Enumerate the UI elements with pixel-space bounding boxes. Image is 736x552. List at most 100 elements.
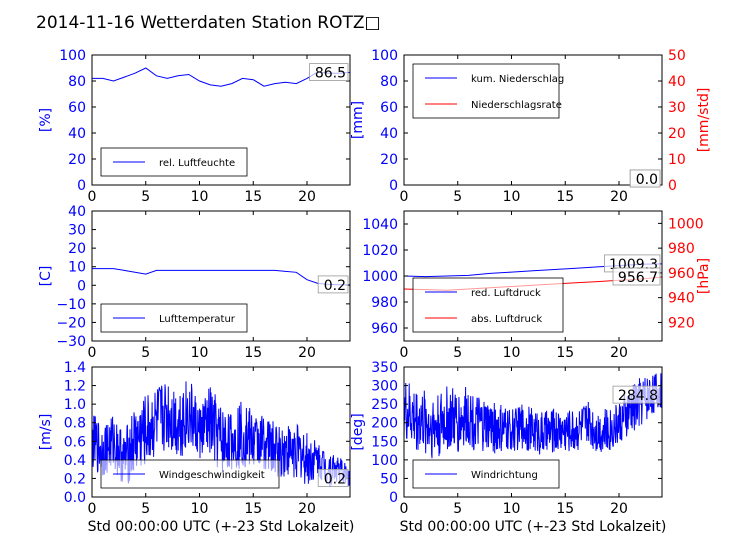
y-tick-label: 1020 [362,243,398,259]
x-tick-label: 20 [610,501,628,517]
y-tick-label: 300 [371,379,398,395]
x-tick-label: 10 [191,345,209,361]
y-tick-label: 10 [68,260,86,276]
y-right-tick-label: 980 [668,241,695,257]
series-line [404,373,662,459]
y-tick-label: 1.4 [64,360,86,376]
y-tick-label: 250 [371,397,398,413]
x-tick-label: 15 [556,189,574,205]
legend-entry: Windgeschwindigkeit [159,470,265,481]
y-tick-label: 0 [77,278,86,294]
y-tick-label: 40 [68,204,86,220]
x-tick-label: 5 [141,501,150,517]
legend: rel. Luftfeuchte [100,147,248,177]
legend: kum. Niederschlag Niederschlagsrate [412,63,564,119]
y-tick-label: 0.6 [64,434,86,450]
legend-entry: Lufttemperatur [159,314,236,325]
x-tick-label: 15 [244,501,262,517]
y-tick-label: 40 [68,126,86,142]
y-tick-label: 0.0 [64,490,86,506]
x-axis-label: Std 00:00:00 UTC (+-23 Std Lokalzeit) [88,519,355,535]
x-tick-label: 20 [298,345,316,361]
x-tick-label: 5 [141,189,150,205]
series-line [92,67,350,87]
y-tick-label: 0.4 [64,453,86,469]
x-tick-label: 15 [244,189,262,205]
y-right-tick-label: 960 [668,266,695,282]
y-tick-label: 1000 [362,269,398,285]
x-tick-label: 15 [556,345,574,361]
y-axis-label: [mm] [350,101,366,139]
y-tick-label: −20 [56,315,86,331]
svg-text:86.5: 86.5 [315,66,346,82]
y-tick-label: 100 [371,48,398,64]
x-tick-label: 15 [244,345,262,361]
axes-frame [91,366,351,498]
y-tick-label: −10 [56,297,86,313]
y-tick-label: 1040 [362,217,398,233]
y-tick-label: 0.2 [64,471,86,487]
legend: Windgeschwindigkeit [100,459,280,489]
series-line [92,268,350,286]
y-right-tick-label: 50 [668,48,686,64]
y-tick-label: 0 [389,178,398,194]
value-annotation: 956.7 [612,267,661,286]
value-annotation: 0.0 [629,169,661,188]
legend-entry: Niederschlagsrate [471,100,562,111]
y-right-tick-label: 0 [668,178,677,194]
y-right-tick-label: 30 [668,100,686,116]
legend-entry: Windrichtung [471,470,538,481]
y-tick-label: 1.0 [64,397,86,413]
x-axis-label: Std 00:00:00 UTC (+-23 Std Lokalzeit) [400,519,667,535]
y-tick-label: 100 [371,453,398,469]
figure-title: 2014-11-16 Wetterdaten Station ROTZ□ [36,13,381,33]
x-tick-label: 20 [298,189,316,205]
x-tick-label: 0 [88,501,97,517]
x-tick-label: 10 [191,501,209,517]
x-tick-label: 0 [400,345,409,361]
y-tick-label: 100 [59,48,86,64]
y-right-tick-label: 10 [668,152,686,168]
chart-pressure: 0 5 10 15 20 960 980 1000 1020 1040 920 940 960 980 10… [362,210,712,361]
legend: Windrichtung [412,459,560,489]
svg-text:0.2: 0.2 [324,471,346,487]
svg-text:956.7: 956.7 [618,270,658,286]
legend: red. Luftdruck abs. Luftdruck [412,277,564,333]
axes-frame [91,210,351,342]
chart-precip: 0 5 10 15 20 0 20 40 60 80 100 0 10 20 30 40 50 [mm] [mm/s… [350,48,712,205]
y-right-tick-label: 920 [668,315,695,331]
series-line [92,381,350,487]
svg-text:0.2: 0.2 [324,278,346,294]
svg-text:0.0: 0.0 [636,172,658,188]
x-tick-label: 15 [556,501,574,517]
legend-entry: kum. Niederschlag [471,74,564,85]
axes-frame [403,366,663,498]
x-tick-label: 20 [610,189,628,205]
x-tick-label: 0 [400,501,409,517]
y-tick-label: 980 [371,295,398,311]
x-tick-label: 0 [400,189,409,205]
y-tick-label: 80 [380,74,398,90]
value-annotation: 284.8 [612,385,661,404]
y-tick-label: 150 [371,434,398,450]
x-tick-label: 5 [453,345,462,361]
x-tick-label: 5 [453,501,462,517]
x-tick-label: 5 [141,345,150,361]
y-tick-label: 50 [380,471,398,487]
value-annotation: 0.2 [317,469,349,487]
y-right-axis-label: [mm/std] [696,88,712,153]
x-tick-label: 10 [191,189,209,205]
x-tick-label: 20 [610,345,628,361]
x-tick-label: 10 [503,501,521,517]
y-tick-label: 60 [380,100,398,116]
y-axis-label: [deg] [350,413,366,450]
y-tick-label: 20 [68,152,86,168]
x-tick-label: 0 [88,189,97,205]
y-tick-label: 0 [389,490,398,506]
y-right-tick-label: 1000 [668,216,704,232]
y-tick-label: 40 [380,126,398,142]
x-tick-label: 5 [453,189,462,205]
y-tick-label: −30 [56,334,86,350]
